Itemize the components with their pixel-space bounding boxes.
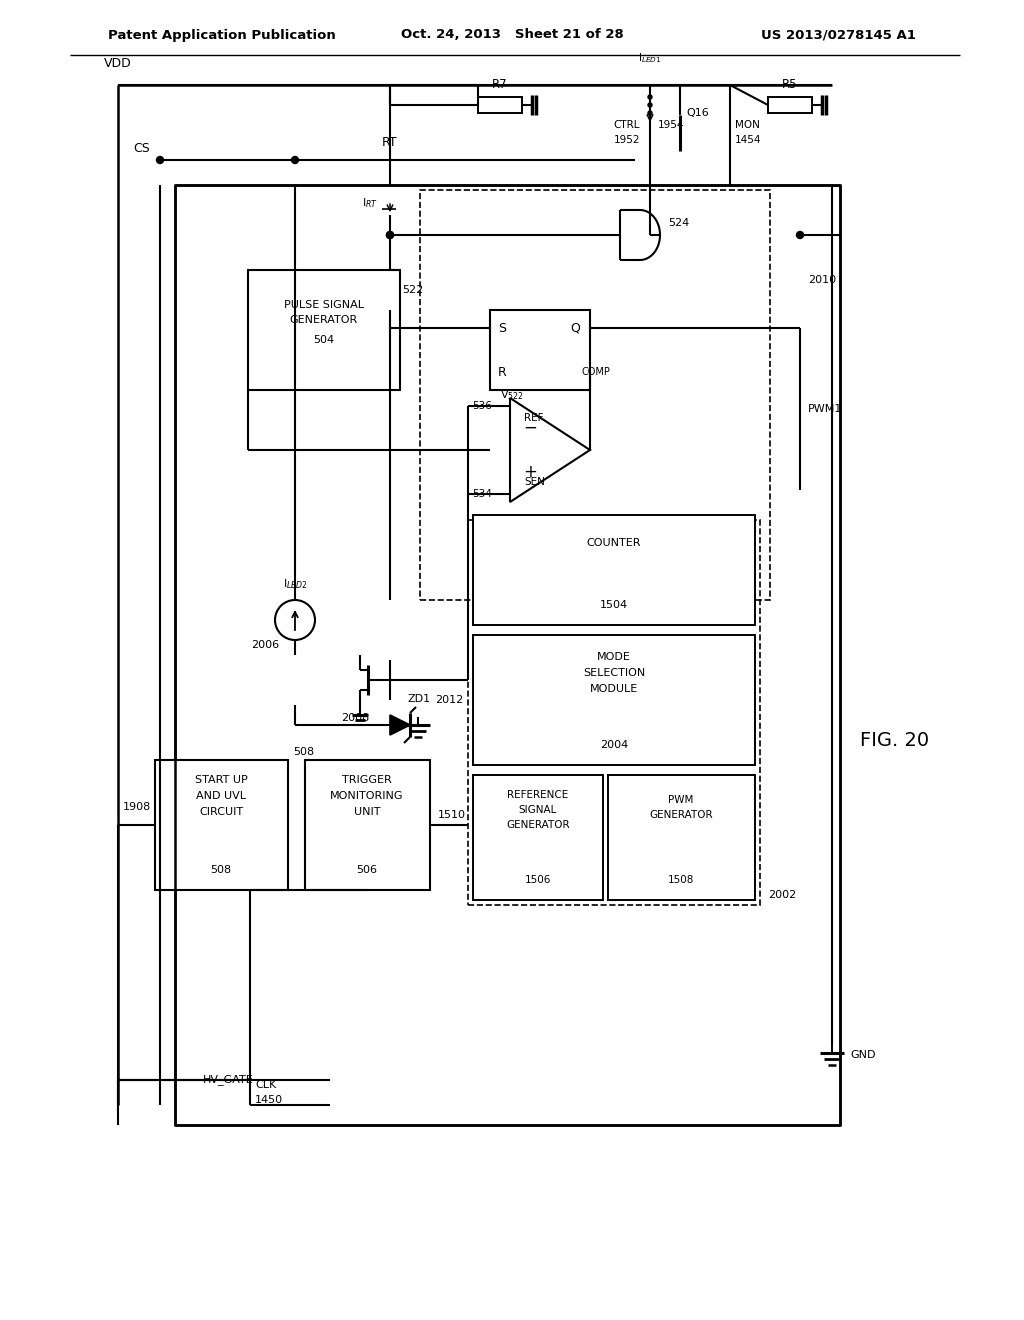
Text: RT: RT bbox=[382, 136, 397, 149]
Text: SIGNAL: SIGNAL bbox=[519, 805, 557, 814]
Text: SEN: SEN bbox=[524, 477, 545, 487]
Text: 504: 504 bbox=[313, 335, 335, 345]
Text: HV_GATE: HV_GATE bbox=[203, 1074, 254, 1085]
Bar bbox=[608, 775, 755, 900]
Text: FIG. 20: FIG. 20 bbox=[860, 730, 930, 750]
Bar bbox=[490, 310, 590, 389]
Bar bbox=[155, 760, 288, 890]
Bar bbox=[768, 96, 812, 114]
Text: 522: 522 bbox=[402, 285, 423, 294]
Text: 1450: 1450 bbox=[255, 1096, 283, 1105]
Text: COUNTER: COUNTER bbox=[587, 539, 641, 548]
Bar bbox=[473, 515, 755, 624]
Bar bbox=[468, 520, 760, 906]
Bar bbox=[248, 271, 400, 389]
Text: 2010: 2010 bbox=[808, 275, 837, 285]
Text: MODE: MODE bbox=[597, 652, 631, 663]
Text: 1506: 1506 bbox=[525, 875, 551, 884]
Text: 1454: 1454 bbox=[735, 135, 762, 145]
Text: PULSE SIGNAL: PULSE SIGNAL bbox=[284, 300, 364, 310]
Text: VDD: VDD bbox=[104, 57, 132, 70]
Text: MODULE: MODULE bbox=[590, 684, 638, 694]
Circle shape bbox=[292, 157, 299, 164]
Text: 508: 508 bbox=[211, 865, 231, 875]
Text: CTRL: CTRL bbox=[613, 120, 640, 129]
Text: MON: MON bbox=[735, 120, 760, 129]
Text: 1952: 1952 bbox=[613, 135, 640, 145]
Text: ZD1: ZD1 bbox=[408, 694, 431, 704]
Text: 506: 506 bbox=[356, 865, 378, 875]
Text: 1504: 1504 bbox=[600, 601, 628, 610]
Bar bbox=[473, 635, 755, 766]
Bar bbox=[175, 185, 840, 1125]
Text: 2012: 2012 bbox=[435, 696, 463, 705]
Text: Q16: Q16 bbox=[687, 108, 710, 117]
Circle shape bbox=[797, 231, 804, 239]
Text: 508: 508 bbox=[293, 747, 314, 756]
Text: REFERENCE: REFERENCE bbox=[507, 789, 568, 800]
Text: COMP: COMP bbox=[582, 367, 611, 378]
Polygon shape bbox=[390, 715, 410, 735]
Text: MONITORING: MONITORING bbox=[331, 791, 403, 801]
Text: S: S bbox=[498, 322, 506, 334]
Bar bbox=[478, 96, 522, 114]
Text: R: R bbox=[498, 366, 507, 379]
Text: 1954: 1954 bbox=[658, 120, 684, 129]
Text: 1510: 1510 bbox=[438, 810, 466, 820]
Text: GND: GND bbox=[850, 1049, 876, 1060]
Text: Oct. 24, 2013   Sheet 21 of 28: Oct. 24, 2013 Sheet 21 of 28 bbox=[400, 29, 624, 41]
Text: GENERATOR: GENERATOR bbox=[290, 315, 358, 325]
Text: CIRCUIT: CIRCUIT bbox=[199, 807, 243, 817]
Text: US 2013/0278145 A1: US 2013/0278145 A1 bbox=[761, 29, 916, 41]
Circle shape bbox=[157, 157, 164, 164]
Text: I$_{LED1}$: I$_{LED1}$ bbox=[638, 51, 662, 65]
Text: 2004: 2004 bbox=[600, 741, 628, 750]
Text: PWM1: PWM1 bbox=[808, 404, 843, 414]
Bar bbox=[473, 775, 603, 900]
Text: 534: 534 bbox=[472, 488, 492, 499]
Text: Patent Application Publication: Patent Application Publication bbox=[108, 29, 336, 41]
Text: R7: R7 bbox=[493, 78, 508, 91]
Text: 536: 536 bbox=[472, 401, 492, 411]
Text: R5: R5 bbox=[782, 78, 798, 91]
Text: +: + bbox=[523, 463, 537, 480]
Circle shape bbox=[648, 95, 652, 99]
Text: V$_{522}$: V$_{522}$ bbox=[500, 388, 523, 401]
Text: 1508: 1508 bbox=[668, 875, 694, 884]
Bar bbox=[305, 760, 430, 890]
Text: 2006: 2006 bbox=[251, 640, 280, 649]
Text: CS: CS bbox=[133, 141, 151, 154]
Text: START UP: START UP bbox=[195, 775, 248, 785]
Text: −: − bbox=[523, 418, 537, 437]
Bar bbox=[420, 190, 770, 601]
Circle shape bbox=[386, 231, 393, 239]
Text: UNIT: UNIT bbox=[353, 807, 380, 817]
Text: 524: 524 bbox=[668, 218, 689, 228]
Text: 2008: 2008 bbox=[341, 713, 369, 723]
Text: I$_{RT}$: I$_{RT}$ bbox=[361, 197, 378, 210]
Text: REF: REF bbox=[524, 413, 544, 422]
Text: GENERATOR: GENERATOR bbox=[649, 810, 713, 820]
Circle shape bbox=[648, 103, 652, 107]
Circle shape bbox=[648, 111, 652, 115]
Text: TRIGGER: TRIGGER bbox=[342, 775, 392, 785]
Circle shape bbox=[386, 231, 393, 239]
Text: PWM: PWM bbox=[669, 795, 693, 805]
Text: AND UVL: AND UVL bbox=[196, 791, 246, 801]
Text: Q: Q bbox=[570, 322, 580, 334]
Text: I$_{LED2}$: I$_{LED2}$ bbox=[283, 577, 307, 591]
Text: SELECTION: SELECTION bbox=[583, 668, 645, 678]
Text: GENERATOR: GENERATOR bbox=[506, 820, 569, 830]
Text: CLK: CLK bbox=[255, 1080, 276, 1090]
Text: 2002: 2002 bbox=[768, 890, 797, 900]
Text: 1908: 1908 bbox=[123, 803, 152, 812]
